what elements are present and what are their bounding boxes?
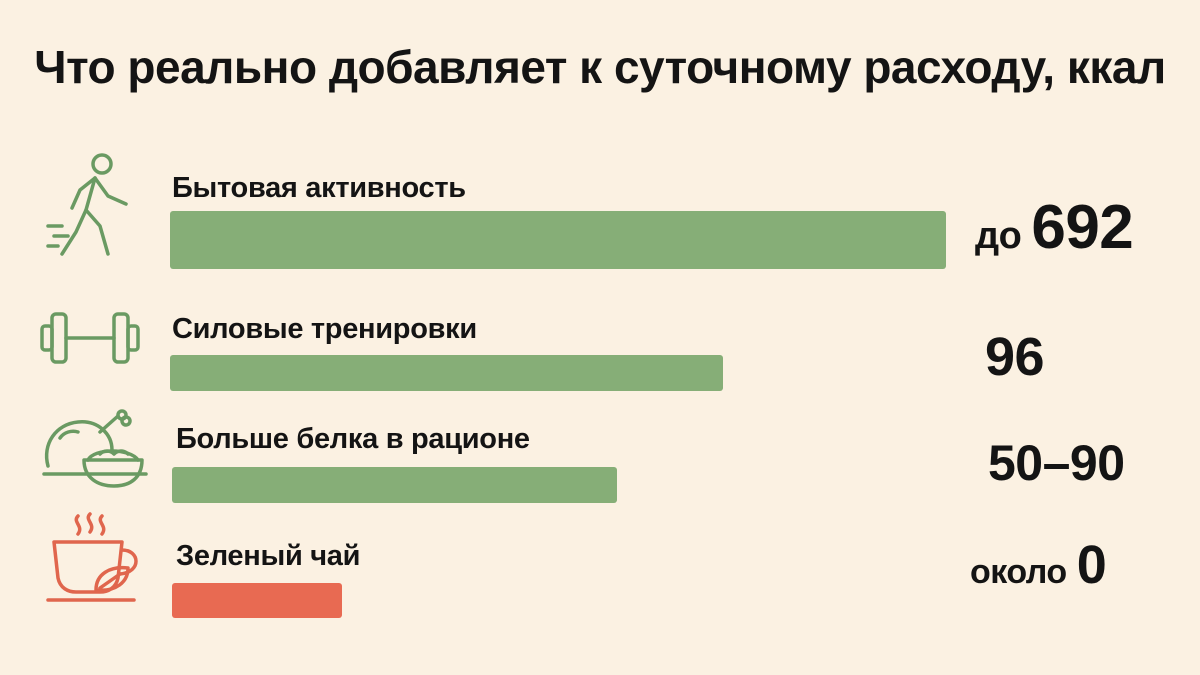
value-label: около 0 bbox=[970, 534, 1107, 596]
chicken-and-bowl-icon bbox=[38, 408, 150, 490]
value-label: 50–90 bbox=[978, 434, 1125, 492]
value-prefix: около bbox=[970, 553, 1067, 591]
chart-title: Что реально добавляет к суточному расход… bbox=[34, 41, 1166, 93]
value-label: до 692 bbox=[975, 192, 1134, 263]
bar-green-tea bbox=[172, 583, 342, 618]
value-number: 50–90 bbox=[988, 435, 1125, 491]
bar-household-activity bbox=[170, 211, 946, 269]
category-label: Силовые тренировки bbox=[172, 313, 477, 345]
bar-more-protein bbox=[172, 467, 617, 503]
walking-person-icon bbox=[40, 148, 140, 258]
value-number: 692 bbox=[1031, 193, 1134, 262]
category-label: Зеленый чай bbox=[176, 540, 361, 572]
value-label: 96 bbox=[975, 326, 1045, 388]
bar-strength-training bbox=[170, 355, 723, 391]
category-label: Бытовая активность bbox=[172, 172, 466, 204]
value-prefix: до bbox=[975, 215, 1022, 257]
tea-cup-icon bbox=[44, 512, 148, 608]
category-label: Больше белка в рационе bbox=[176, 423, 530, 455]
value-number: 96 bbox=[985, 327, 1045, 387]
value-number: 0 bbox=[1076, 535, 1107, 595]
dumbbell-icon bbox=[38, 310, 142, 366]
